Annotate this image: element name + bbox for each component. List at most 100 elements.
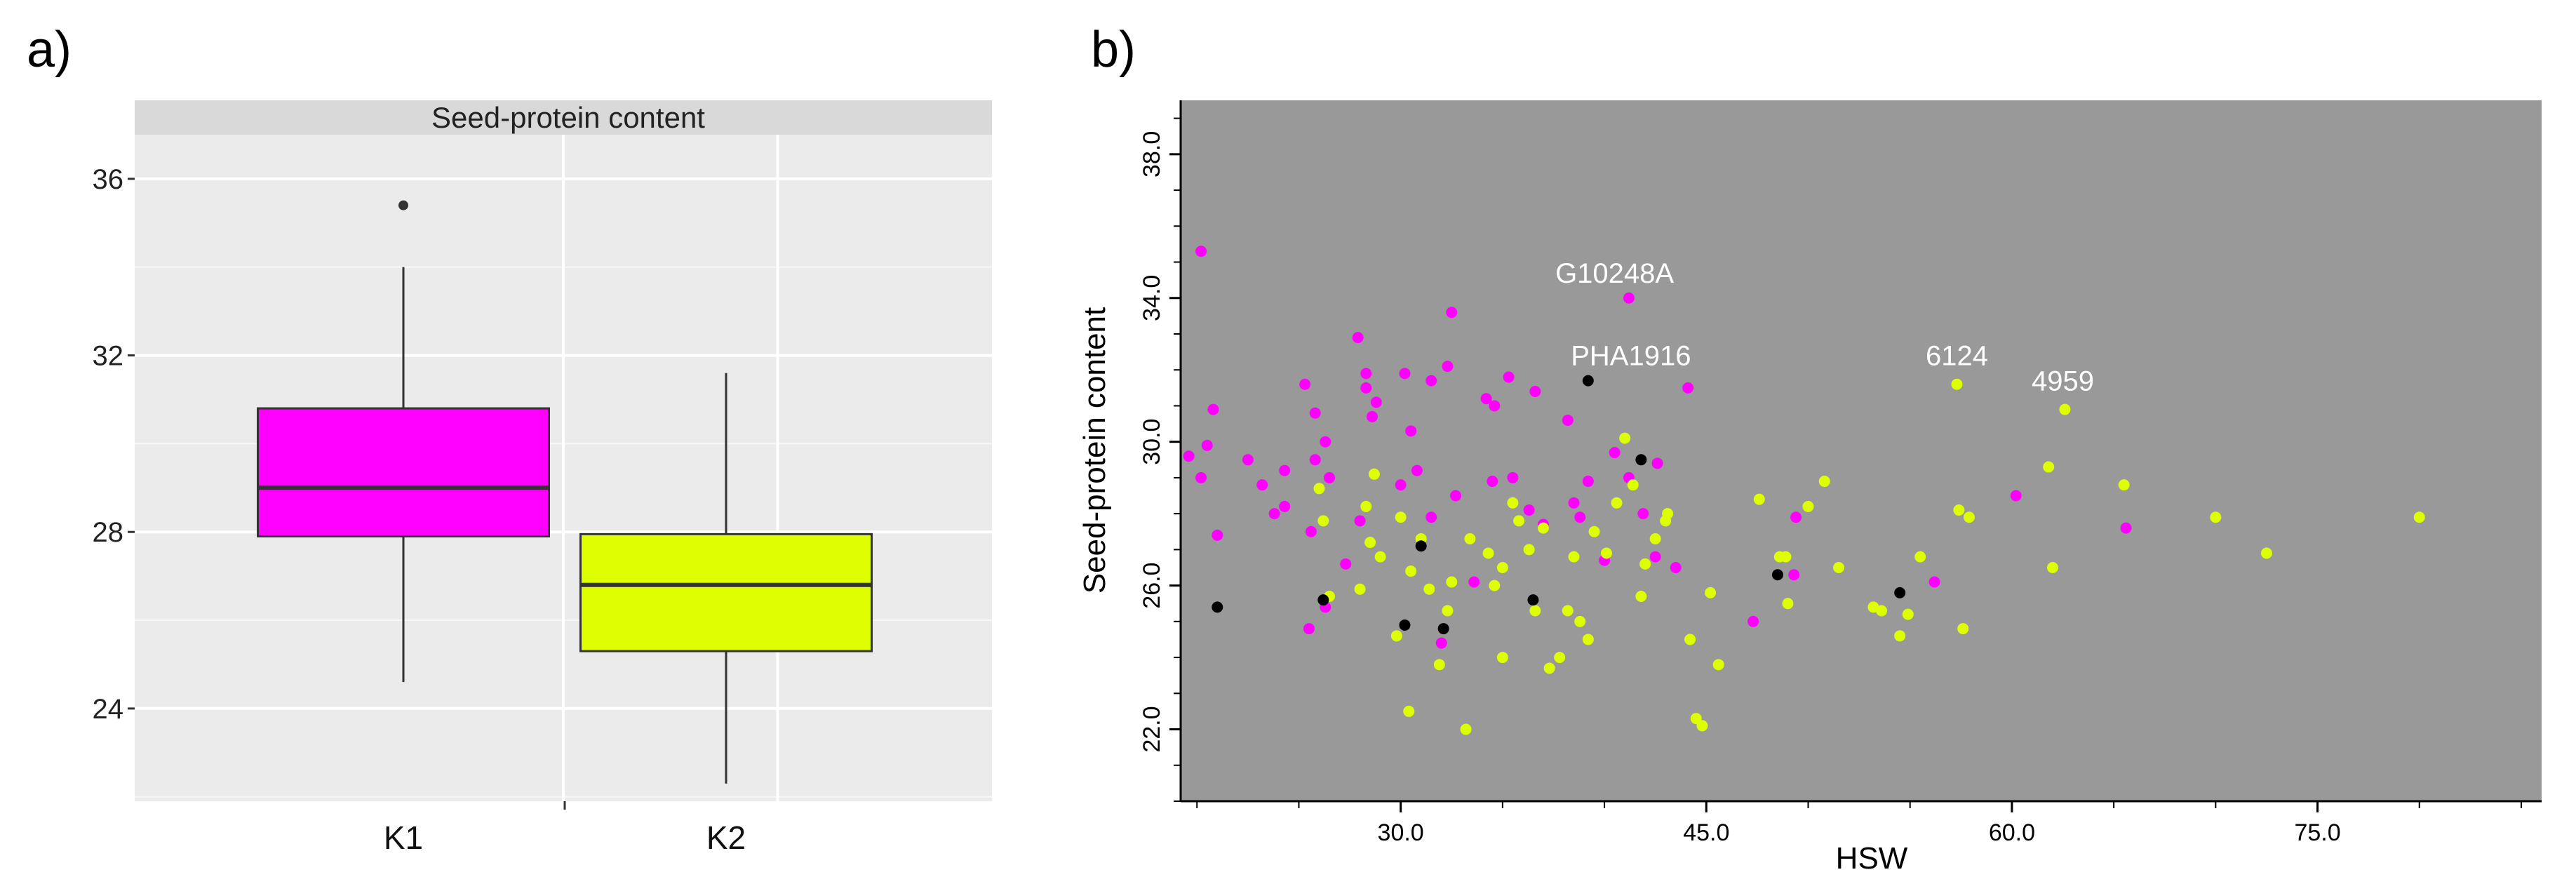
scatter-annotations: G10248A PHA1916 6124 4959 (1555, 258, 2094, 397)
scatter-points (1183, 246, 2425, 735)
boxplot-x-axis: K1 K2 (384, 801, 746, 856)
scatter-point-k1 (1649, 551, 1661, 563)
scatter-point-k1 (1395, 479, 1407, 491)
scatter-point-k2 (2043, 461, 2055, 473)
scatter-point-k1 (1279, 464, 1291, 476)
scatter-point-k2 (1662, 508, 1674, 520)
scatter-point-k1 (1201, 439, 1213, 451)
scatter-point-other (1212, 601, 1223, 613)
scatter-point-k1 (1309, 454, 1321, 466)
scatter-point-k2 (2046, 562, 2058, 573)
scatter-point-k2 (1313, 483, 1325, 495)
scatter-point-k2 (1390, 630, 1402, 642)
boxplot-y-tick-label: 24 (93, 694, 124, 725)
panel-label-b: b) (1091, 22, 1136, 78)
scatter-point-k2 (1374, 551, 1386, 563)
scatter-point-k2 (1543, 662, 1555, 674)
scatter-point-k1 (2120, 522, 2132, 534)
boxplot-y-tick-label: 28 (93, 517, 124, 548)
scatter-point-k1 (1747, 615, 1759, 627)
scatter-point-k2 (1951, 378, 1963, 390)
scatter-point-k1 (1411, 464, 1423, 476)
scatter-point-k2 (1802, 500, 1814, 512)
scatter-point-k2 (1705, 587, 1717, 598)
boxplot-y-axis: 24 28 32 36 (93, 164, 135, 725)
scatter-point-k1 (1268, 508, 1280, 520)
scatter-point-k2 (1446, 576, 1458, 588)
scatter-point-k2 (1619, 432, 1631, 444)
scatter-point-k1 (1352, 332, 1364, 344)
scatter-point-k1 (1305, 525, 1317, 537)
scatter-point-k2 (1600, 547, 1612, 559)
scatter-point-k2 (1395, 511, 1407, 523)
scatter-point-k1 (1562, 414, 1574, 426)
boxplot-box-k2 (579, 532, 873, 652)
boxplot-title-strip (135, 100, 992, 135)
scatter-point-k2 (1957, 623, 1969, 635)
boxplot-y-tick-label: 36 (93, 164, 124, 195)
scatter-point-k1 (1623, 292, 1635, 304)
scatter-point-k1 (1788, 569, 1800, 581)
scatter-point-k1 (1507, 471, 1519, 483)
scatter-point-k1 (1682, 382, 1694, 394)
scatter-point-k1 (1574, 511, 1586, 523)
scatter-point-k2 (1405, 565, 1417, 577)
scatter-point-k2 (1953, 504, 1965, 516)
scatter-point-k1 (1568, 497, 1580, 509)
scatter-point-k2 (1360, 500, 1372, 512)
scatter-point-k1 (1299, 378, 1311, 390)
scatter-point-k2 (1780, 551, 1792, 563)
scatter-point-k1 (1487, 476, 1498, 488)
scatter-point-k2 (1317, 515, 1329, 527)
scatter-point-k1 (1340, 558, 1352, 570)
scatter-point-k2 (1876, 605, 1888, 617)
scatter-point-k1 (1670, 562, 1682, 573)
scatter-point-k2 (1568, 551, 1580, 563)
scatter-annotation-label: PHA1916 (1571, 341, 1691, 372)
scatter-point-k2 (1496, 652, 1508, 664)
scatter-point-k2 (1833, 562, 1845, 573)
scatter-point-k2 (1902, 608, 1914, 620)
scatter-point-k2 (1818, 476, 1830, 488)
scatter-point-k2 (1649, 533, 1661, 545)
scatter-point-k2 (1442, 605, 1454, 617)
scatter-point-k1 (1370, 396, 1382, 408)
scatter-point-k1 (1183, 450, 1195, 462)
scatter-y-tick-label: 34.0 (1139, 275, 1165, 321)
scatter-point-k2 (2413, 511, 2425, 523)
scatter-point-k1 (1609, 447, 1621, 459)
scatter-point-k2 (1562, 605, 1574, 617)
scatter-point-k2 (1753, 493, 1765, 505)
boxplot-boxes (257, 200, 873, 784)
scatter-point-other (1437, 623, 1449, 635)
scatter-point-k2 (1537, 522, 1549, 534)
scatter-point-k2 (1482, 547, 1494, 559)
boxplot-x-tick-label: K2 (706, 819, 746, 856)
scatter-point-k2 (1529, 605, 1541, 617)
scatter-point-other (1894, 587, 1906, 598)
scatter-point-k2 (1588, 525, 1600, 537)
scatter-point-k2 (1354, 583, 1366, 595)
scatter-point-k1 (1425, 511, 1437, 523)
scatter-point-other (1635, 454, 1647, 466)
scatter-point-k2 (1489, 580, 1501, 591)
scatter-y-tick-label: 38.0 (1139, 131, 1165, 177)
scatter-axes: 30.0 45.0 60.0 75.0 22.0 26.0 30.0 34.0 38.0 (1139, 100, 2542, 846)
scatter-point-k2 (1684, 634, 1696, 645)
scatter-point-k2 (1639, 558, 1651, 570)
scatter-x-tick-label: 75.0 (2294, 819, 2340, 846)
scatter-point-k2 (2260, 547, 2272, 559)
scatter-point-k2 (2210, 511, 2222, 523)
scatter-point-k1 (1399, 368, 1411, 380)
scatter-point-other (1399, 619, 1411, 631)
scatter-point-k2 (1611, 497, 1623, 509)
scatter-x-label: HSW (1836, 841, 1908, 876)
scatter-point-k1 (1442, 361, 1454, 373)
panel-label-a: a) (27, 22, 72, 78)
scatter-point-k2 (1523, 544, 1535, 556)
scatter-point-k2 (1782, 598, 1794, 610)
scatter-point-k1 (1207, 403, 1219, 415)
scatter-point-k1 (1790, 511, 1802, 523)
scatter-point-k2 (1963, 511, 1975, 523)
